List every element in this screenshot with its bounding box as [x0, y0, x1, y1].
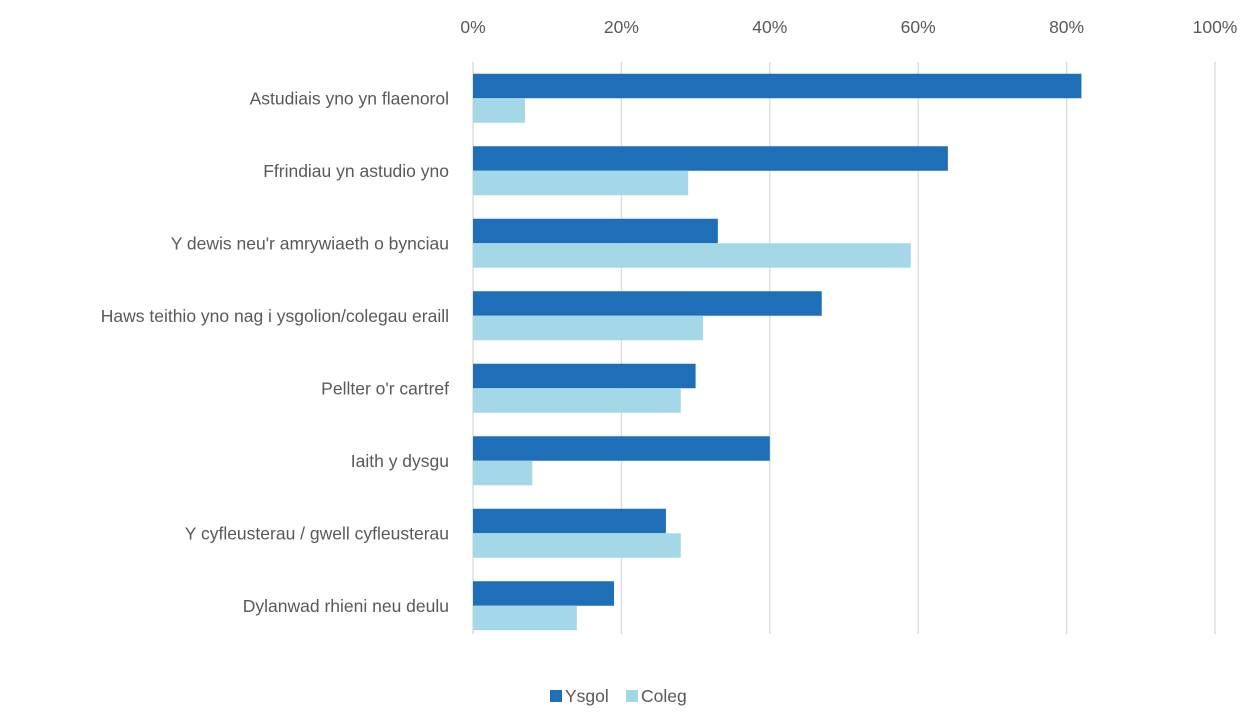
x-tick-label: 20% — [604, 17, 639, 37]
bar-coleg — [473, 533, 681, 558]
category-label: Ffrindiau yn astudio yno — [263, 161, 449, 181]
bar-ysgol — [473, 218, 718, 244]
category-label: Astudiais yno yn flaenorol — [250, 88, 449, 108]
category-labels: Astudiais yno yn flaenorol Ffrindiau yn a… — [101, 88, 449, 616]
legend-swatch-coleg — [626, 690, 638, 702]
x-axis-ticks: 0% 20% 40% 60% 80% 100% — [460, 17, 1237, 37]
bar-coleg — [473, 315, 704, 341]
bar-ysgol — [473, 73, 1082, 99]
bar-coleg — [473, 243, 911, 268]
legend-label-coleg: Coleg — [641, 686, 687, 706]
x-tick-label: 40% — [752, 17, 787, 37]
category-label: Iaith y dysgu — [351, 451, 449, 471]
bar-ysgol — [473, 508, 666, 534]
category-label: Pellter o'r cartref — [321, 378, 449, 398]
x-tick-label: 0% — [460, 17, 485, 37]
legend-label-ysgol: Ysgol — [565, 686, 609, 706]
bar-ysgol — [473, 146, 948, 171]
legend: Ysgol Coleg — [550, 686, 687, 706]
x-tick-label: 60% — [901, 17, 936, 37]
bar-ysgol — [473, 581, 614, 606]
category-label: Y dewis neu'r amrywiaeth o bynciau — [171, 233, 449, 253]
category-label: Dylanwad rhieni neu deulu — [243, 596, 449, 616]
category-label: Y cyfleusterau / gwell cyfleusterau — [185, 523, 449, 543]
x-tick-label: 100% — [1193, 17, 1238, 37]
bar-coleg — [473, 170, 689, 196]
bar-coleg — [473, 460, 533, 486]
bars — [473, 73, 1082, 631]
bar-coleg — [473, 388, 681, 413]
legend-swatch-ysgol — [550, 690, 562, 702]
bar-ysgol — [473, 363, 696, 389]
bar-coleg — [473, 98, 525, 123]
bar-coleg — [473, 605, 577, 631]
bar-ysgol — [473, 291, 822, 316]
bar-ysgol — [473, 436, 770, 461]
category-label: Haws teithio yno nag i ysgolion/colegau … — [101, 306, 449, 326]
x-tick-label: 80% — [1049, 17, 1084, 37]
